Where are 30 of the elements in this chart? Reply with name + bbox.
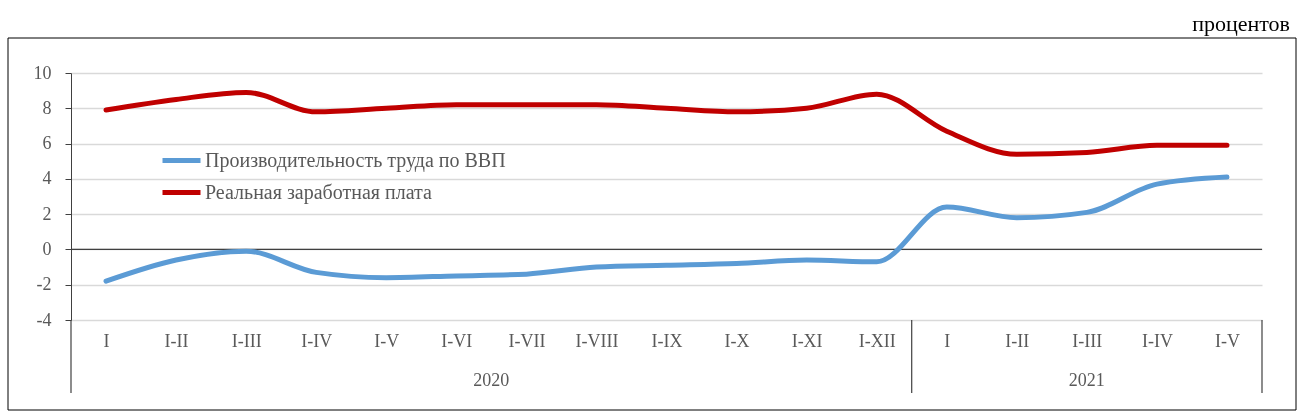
y-tick-label: 8 — [42, 97, 52, 118]
x-tick-label: I — [944, 330, 951, 351]
x-tick-label: I-IV — [301, 330, 333, 351]
x-tick-label: I-IV — [1141, 330, 1173, 351]
y-tick-label: -2 — [36, 274, 52, 295]
x-tick-label: I-XI — [791, 330, 823, 351]
x-tick-label: I-V — [374, 330, 400, 351]
y-axis-title: процентов — [1192, 11, 1290, 36]
x-tick-label: I-III — [231, 330, 262, 351]
x-tick-label: I-X — [724, 330, 750, 351]
legend-label: Производительность труда по ВВП — [205, 148, 506, 172]
y-tick-label: 6 — [42, 133, 52, 154]
y-tick-label: 4 — [42, 168, 52, 189]
text: 2021 — [1068, 370, 1105, 390]
x-tick-label: I-VIII — [575, 330, 619, 351]
x-tick-label: I — [103, 330, 110, 351]
y-tick-label: 2 — [42, 203, 52, 224]
y-tick-label: -4 — [36, 309, 52, 330]
legend-label: Реальная заработная плата — [205, 180, 433, 204]
text: 2020 — [473, 370, 510, 390]
x-tick-label: I-II — [1005, 330, 1030, 351]
x-tick-label: I-II — [164, 330, 189, 351]
y-tick-label: 10 — [33, 62, 52, 83]
y-tick-label: 0 — [42, 238, 52, 259]
x-tick-label: I-VI — [441, 330, 473, 351]
x-tick-label: I-IX — [651, 330, 683, 351]
x-tick-label: I-V — [1214, 330, 1240, 351]
x-tick-label: I-XII — [858, 330, 896, 351]
x-tick-label: I-III — [1072, 330, 1103, 351]
x-tick-label: I-VII — [508, 330, 546, 351]
